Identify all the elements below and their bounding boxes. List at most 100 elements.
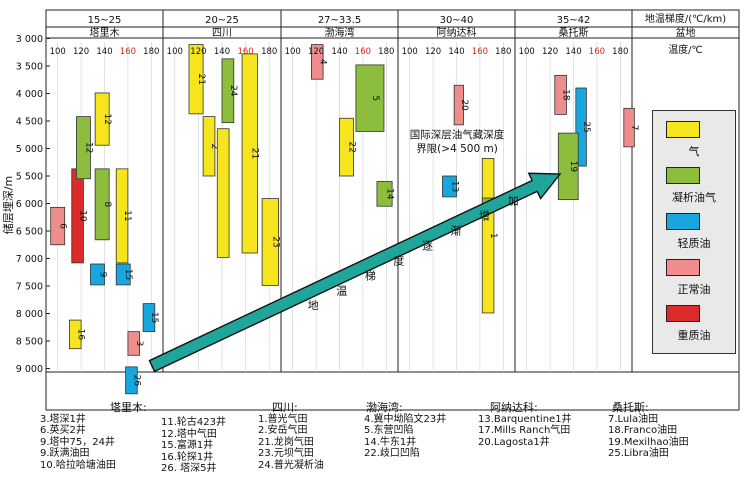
- note-line: 1.普光气田: [258, 413, 308, 425]
- reservoir-bar-label: 12: [102, 113, 112, 124]
- reservoir-bar-label: 12: [83, 142, 93, 153]
- reservoir-bar: [115, 263, 131, 286]
- reservoir-bar-label: 6: [58, 223, 68, 229]
- temp-tick-label: 120: [542, 47, 558, 57]
- reservoir-bar-label: 21: [250, 148, 260, 159]
- reservoir-bar: [554, 74, 567, 115]
- reservoir-bar-label: 22: [347, 141, 357, 152]
- depth-tick-label: 3 000: [16, 34, 43, 45]
- reservoir-bar-label: 24: [228, 85, 238, 97]
- reservoir-bar-label: 10: [78, 210, 88, 222]
- temp-tick-label: 100: [167, 47, 183, 57]
- reservoir-bar: [311, 44, 324, 80]
- note-line: 21.龙岗气田: [258, 436, 314, 448]
- reservoir-bar: [94, 92, 110, 146]
- trend-char: 梯: [365, 269, 376, 282]
- trend-char: 温: [336, 284, 347, 297]
- note-header: 桑托斯:: [612, 401, 649, 414]
- depth-tick-label: 9 000: [16, 364, 43, 375]
- reservoir-bar: [481, 157, 495, 314]
- note-column: 四川: 1.普光气田 2.安岳气田 21.龙岗气田 23.元坝气田 24.普光凝析油: [258, 402, 324, 471]
- reservoir-bars: 6 10 12 16 9 8 12 11 15 3 15 26 21 2 24 21 23 4 5 22 14 20 13 1…: [50, 44, 639, 395]
- temp-tick-label: 100: [519, 47, 535, 57]
- temp-tick-label: 160: [355, 47, 371, 57]
- basin-header: 盆地: [676, 26, 696, 39]
- note-header: 阿纳达科:: [490, 401, 538, 414]
- note-column: 渤海湾: 4.冀中坳陷文23井 5.东营凹陷 14.牛东1井 22.歧口凹陷: [364, 402, 446, 460]
- reservoir-bar: [241, 53, 258, 254]
- gradient-label: 15~25: [88, 15, 122, 26]
- legend-swatch: [666, 121, 700, 138]
- temp-tick-label: 140: [448, 47, 464, 57]
- note-header: 四川:: [272, 401, 298, 414]
- depth-tick-label: 3 500: [16, 62, 43, 73]
- note-line: 19.Mexilhao油田: [608, 436, 689, 448]
- note-line: 4.冀中坳陷文23井: [364, 413, 447, 425]
- reservoir-bar: [142, 303, 156, 333]
- reservoir-bar-label: 26: [131, 375, 141, 387]
- note-line: 26. 塔深5井: [161, 463, 217, 474]
- reservoir-bar-label: 14: [385, 188, 395, 200]
- deep-limit-label: 国际深层油气藏深度: [410, 128, 505, 141]
- depth-tick-label: 4 000: [16, 89, 43, 100]
- note-column: 塔里木: 3.塔深1井 6.英买2井 9.塔中75，24井 9.跃满油田 10.哈拉哈塘油…: [40, 402, 147, 471]
- reservoir-bar-label: 9: [97, 272, 107, 278]
- reservoir-bar: [221, 58, 235, 124]
- temp-tick-label: 180: [378, 47, 394, 57]
- temp-tick-label: 140: [96, 47, 112, 57]
- legend-label: 凝析油气: [672, 191, 716, 204]
- note-line: 22.歧口凹陷: [364, 448, 420, 459]
- reservoir-bar: [557, 132, 579, 201]
- temp-tick-label: 120: [190, 47, 206, 57]
- temp-tick-label: 120: [308, 47, 324, 57]
- basin-name-header: 四川: [212, 28, 232, 39]
- depth-tick-label: 6 500: [16, 227, 43, 238]
- gradient-label: 27~33.5: [318, 15, 361, 26]
- note-header: 塔里木:: [110, 401, 147, 414]
- temp-tick-label: 100: [50, 47, 66, 57]
- note-line: 23.元坝气田: [258, 448, 314, 459]
- temp-tick-label: 100: [402, 47, 418, 57]
- legend-label: 气: [688, 145, 700, 158]
- trend-char: 度: [393, 253, 404, 267]
- reservoir-bar-label: 8: [102, 201, 112, 207]
- reservoir-bar: [376, 181, 393, 207]
- note-line: 16.轮探1井: [161, 451, 214, 463]
- reservoir-bar: [50, 206, 66, 246]
- note-line: 9.塔中75，24井: [40, 436, 115, 448]
- temp-tick-label: 180: [495, 47, 511, 57]
- gradient-label: 35~42: [557, 15, 591, 26]
- reservoir-bar: [188, 44, 204, 115]
- note-line: 24.普光凝析油: [258, 459, 324, 471]
- note-header: 渤海湾:: [366, 401, 403, 414]
- trend-char: 逐: [422, 239, 433, 252]
- depth-tick-label: 8 500: [16, 337, 43, 348]
- legend-swatch: [666, 167, 700, 184]
- chart-frame: [45, 9, 740, 411]
- note-line: 20.Lagosta1井: [478, 436, 550, 448]
- note-line: 12.塔中气田: [161, 428, 217, 440]
- reservoir-bar: [339, 117, 354, 177]
- temp-tick-label: 120: [425, 47, 441, 57]
- reservoir-bar-label: 4: [317, 59, 327, 65]
- legend-label: 正常油: [677, 283, 711, 296]
- gradient-header: 地温梯度/(℃/km): [645, 12, 726, 25]
- reservoir-bar: [202, 116, 216, 177]
- reservoir-bar: [355, 64, 385, 132]
- depth-tick-label: 4 500: [16, 117, 43, 128]
- note-line: 18.Franco油田: [608, 425, 678, 436]
- note-line: 7.Lula油田: [608, 413, 659, 425]
- temp-tick-label: 160: [589, 47, 605, 57]
- temp-tick-label: 120: [73, 47, 89, 57]
- legend-label: 重质油: [677, 329, 711, 342]
- temp-tick-label: 140: [331, 47, 347, 57]
- trend-char: 地: [308, 299, 319, 312]
- reservoir-bar-label: 15: [123, 269, 133, 280]
- note-line: 10.哈拉哈塘油田: [40, 459, 116, 471]
- reservoir-bar: [76, 116, 91, 180]
- temp-tick-label: 140: [214, 47, 230, 57]
- temp-tick-label: 160: [472, 47, 488, 57]
